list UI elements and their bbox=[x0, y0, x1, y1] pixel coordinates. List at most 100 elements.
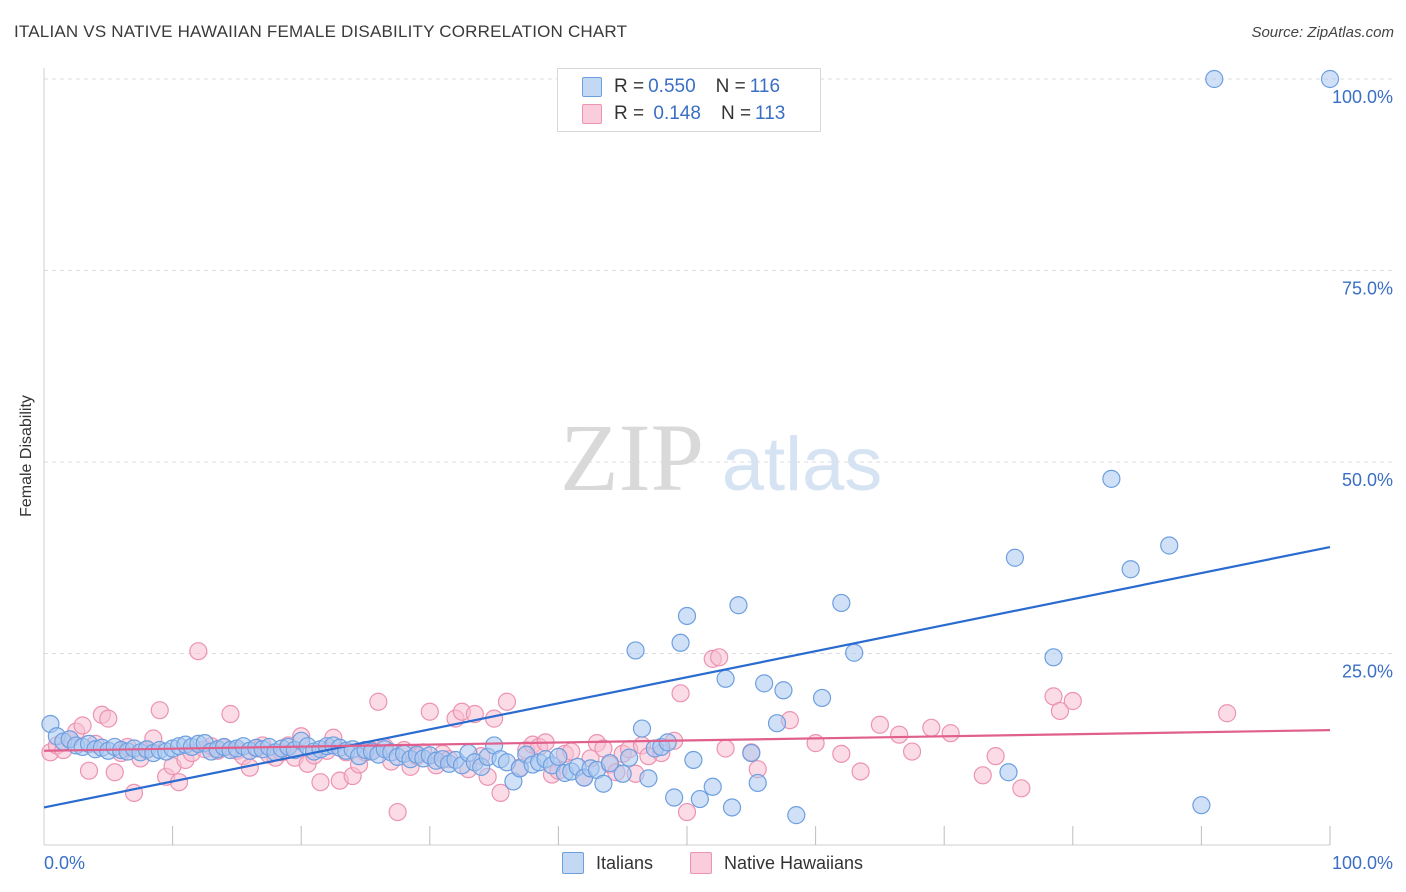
italians-trend-line bbox=[43, 545, 1331, 809]
native-hawaiians-point bbox=[79, 761, 99, 780]
italians-point bbox=[999, 763, 1018, 782]
italians-swatch bbox=[562, 852, 584, 874]
italians-point bbox=[1005, 548, 1025, 567]
native-hawaiians-point bbox=[150, 701, 169, 720]
watermark-atlas: atlas bbox=[722, 422, 883, 507]
native-hawaiians-point bbox=[420, 702, 439, 721]
x-tick-label-min: 0.0% bbox=[44, 853, 85, 873]
grid-lines bbox=[44, 78, 1392, 654]
italians-point bbox=[767, 714, 787, 733]
native-hawaiians-swatch bbox=[690, 852, 712, 874]
italians-point bbox=[632, 719, 652, 738]
trend-lines bbox=[43, 545, 1331, 809]
italians-point bbox=[549, 747, 568, 767]
italians-point bbox=[690, 789, 709, 809]
legend-n-value: 116 bbox=[749, 76, 781, 97]
legend-r-label: R = bbox=[614, 103, 645, 124]
legend-row-native-hawaiians: R = 0.148 N = 113 bbox=[582, 102, 785, 126]
native-hawaiians-point bbox=[677, 802, 697, 822]
legend-n-value: 113 bbox=[755, 103, 786, 124]
italians-point bbox=[620, 748, 639, 767]
italians-point bbox=[787, 806, 806, 825]
italians-point bbox=[748, 773, 767, 793]
italians-point bbox=[742, 743, 761, 763]
italians-point bbox=[665, 788, 684, 807]
italians-point bbox=[1192, 796, 1211, 815]
italians-point bbox=[658, 733, 677, 752]
y-tick-label: 100.0% bbox=[1332, 87, 1393, 107]
italians-point bbox=[755, 674, 774, 693]
native-hawaiians-point bbox=[99, 709, 118, 728]
native-hawaiians-point bbox=[986, 747, 1005, 766]
legend-r-value: 0.550 bbox=[648, 76, 696, 97]
native-hawaiians-point bbox=[1012, 779, 1031, 798]
legend-label-italians: Italians bbox=[596, 852, 654, 873]
legend-r-value: 0.148 bbox=[648, 103, 701, 124]
watermark: ZIP atlas bbox=[560, 404, 882, 511]
native-hawaiians-point bbox=[870, 715, 890, 734]
italians-point bbox=[832, 593, 851, 613]
native-hawaiians-point bbox=[716, 739, 735, 758]
chart-title: ITALIAN VS NATIVE HAWAIIAN FEMALE DISABI… bbox=[14, 22, 628, 41]
italians-point bbox=[613, 764, 632, 783]
italians-point bbox=[671, 633, 690, 652]
italians-point bbox=[1121, 560, 1140, 579]
italians-point bbox=[845, 643, 864, 662]
italians-swatch bbox=[582, 77, 602, 97]
native-hawaiians-point bbox=[890, 725, 909, 744]
native-hawaiians-point bbox=[497, 692, 517, 711]
native-hawaiians-point bbox=[1050, 701, 1070, 721]
native-hawaiians-point bbox=[922, 718, 941, 737]
legend-item-italians[interactable]: Italians bbox=[562, 852, 653, 874]
italians-point bbox=[812, 688, 832, 708]
native-hawaiians-point bbox=[189, 642, 208, 661]
italians-point bbox=[774, 681, 793, 700]
italians-point bbox=[639, 769, 658, 788]
legend-item-native-hawaiians[interactable]: Native Hawaiians bbox=[690, 852, 863, 874]
y-tick-label: 50.0% bbox=[1342, 470, 1393, 490]
native-hawaiians-point bbox=[105, 763, 124, 782]
stats-legend: R = 0.550 N = 116 R = 0.148 N = 113 bbox=[557, 68, 821, 132]
tick-labels: 25.0% 50.0% 75.0% 100.0% 0.0% 100.0% bbox=[44, 87, 1393, 873]
legend-n-label: N = bbox=[720, 103, 752, 124]
italians-point bbox=[600, 753, 619, 773]
native-hawaiians-point bbox=[73, 716, 92, 735]
italians-point bbox=[677, 606, 697, 626]
italians-point bbox=[684, 750, 703, 770]
italians-point bbox=[1205, 69, 1224, 89]
y-tick-label: 75.0% bbox=[1342, 279, 1393, 299]
italians-point bbox=[1160, 536, 1179, 555]
x-tick-label-max: 100.0% bbox=[1332, 853, 1393, 873]
native-hawaiians-point bbox=[941, 724, 960, 743]
legend-label-native-hawaiians: Native Hawaiians bbox=[724, 852, 864, 873]
legend-row-italians: R = 0.550 N = 116 bbox=[582, 75, 780, 99]
italians-point bbox=[1102, 469, 1121, 488]
native-hawaiians-trend-line bbox=[43, 729, 1331, 752]
legend-n-label: N = bbox=[715, 76, 746, 97]
italians-point bbox=[1320, 69, 1340, 89]
native-hawaiians-point bbox=[710, 648, 729, 667]
native-hawaiians-point bbox=[221, 704, 240, 724]
native-hawaiians-point bbox=[491, 783, 510, 803]
native-hawaiians-point bbox=[311, 773, 330, 792]
series-legend: Italians Native Hawaiians bbox=[0, 852, 1406, 878]
italians-point bbox=[594, 774, 613, 793]
y-tick-label: 25.0% bbox=[1342, 662, 1393, 682]
italians-point bbox=[716, 669, 735, 688]
native-hawaiians-point bbox=[671, 684, 690, 703]
italians-point bbox=[1044, 648, 1063, 667]
italians-point bbox=[703, 777, 722, 796]
legend-r-label: R = bbox=[614, 76, 645, 97]
watermark-zip: ZIP bbox=[560, 404, 704, 511]
native-hawaiians-swatch bbox=[582, 104, 602, 124]
source-label: Source: ZipAtlas.com bbox=[1251, 24, 1394, 41]
native-hawaiians-point bbox=[902, 742, 922, 761]
native-hawaiians-point bbox=[851, 762, 870, 781]
native-hawaiians-point bbox=[973, 766, 992, 785]
axes bbox=[43, 68, 1331, 846]
native-hawaiians-point bbox=[388, 802, 407, 822]
native-hawaiians-point bbox=[832, 744, 851, 763]
native-hawaiians-point bbox=[1063, 691, 1082, 711]
italians-point bbox=[626, 641, 645, 660]
